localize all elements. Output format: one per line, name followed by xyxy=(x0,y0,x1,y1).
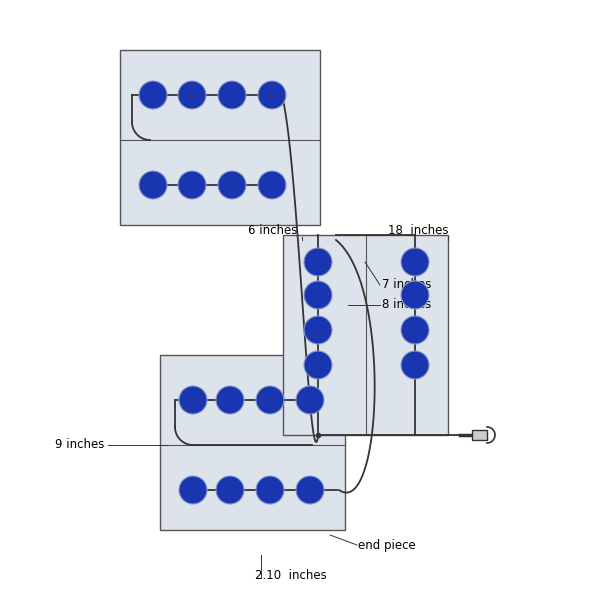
Circle shape xyxy=(296,386,324,414)
Text: 7 inches: 7 inches xyxy=(382,278,431,292)
Circle shape xyxy=(304,316,332,344)
Text: 6 inches: 6 inches xyxy=(248,224,298,237)
Circle shape xyxy=(258,171,286,199)
Circle shape xyxy=(216,386,244,414)
Circle shape xyxy=(218,81,246,109)
Text: 18  inches: 18 inches xyxy=(388,224,449,237)
Circle shape xyxy=(218,171,246,199)
Circle shape xyxy=(179,476,207,504)
Bar xyxy=(160,355,345,530)
Bar xyxy=(283,235,448,435)
Circle shape xyxy=(258,81,286,109)
Circle shape xyxy=(178,171,206,199)
Circle shape xyxy=(256,476,284,504)
Circle shape xyxy=(304,248,332,276)
Text: end piece: end piece xyxy=(358,539,416,551)
Circle shape xyxy=(179,386,207,414)
Circle shape xyxy=(401,248,429,276)
Circle shape xyxy=(401,316,429,344)
Circle shape xyxy=(296,476,324,504)
Circle shape xyxy=(178,81,206,109)
Text: 8 inches: 8 inches xyxy=(382,298,431,311)
Circle shape xyxy=(401,281,429,309)
Circle shape xyxy=(216,476,244,504)
Text: 2.10  inches: 2.10 inches xyxy=(255,569,327,582)
Bar xyxy=(472,430,487,440)
Circle shape xyxy=(401,351,429,379)
Bar xyxy=(120,50,320,225)
Text: 9 inches: 9 inches xyxy=(55,439,104,451)
Circle shape xyxy=(256,386,284,414)
Circle shape xyxy=(139,171,167,199)
Circle shape xyxy=(304,281,332,309)
Circle shape xyxy=(139,81,167,109)
Circle shape xyxy=(304,351,332,379)
